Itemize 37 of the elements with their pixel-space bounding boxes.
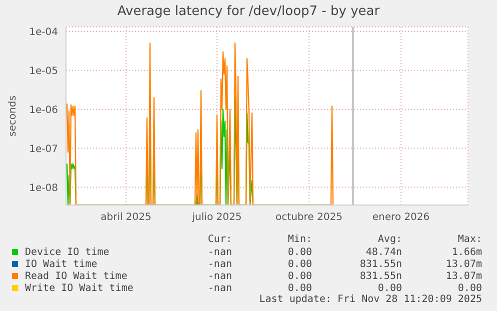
text: 48.74n <box>364 246 402 258</box>
text: -nan <box>206 258 232 270</box>
text: 831.55n <box>358 258 402 270</box>
y-tick-label: 1e-06 <box>29 104 58 116</box>
y-tick-label: 1e-07 <box>29 144 58 155</box>
legend-label: IO Wait time <box>24 258 98 270</box>
chart-title: Average latency for /dev/loop7 - by year <box>116 4 381 19</box>
legend-label: Write IO Wait time <box>24 282 134 294</box>
text: 1.66m <box>450 246 482 258</box>
text: Cur: <box>206 234 232 246</box>
x-tick-label: abril 2025 <box>100 212 152 224</box>
text: 0.00 <box>286 270 312 282</box>
text: 0.00 <box>456 282 482 294</box>
y-tick-label: 1e-08 <box>29 182 58 194</box>
line-series <box>66 42 334 205</box>
text: 13.07m <box>444 270 482 282</box>
text: 831.55n <box>358 270 402 282</box>
text: Min: <box>286 234 312 246</box>
text: Max: <box>456 234 482 246</box>
text: 0.00 <box>286 282 312 294</box>
x-tick-label: julio 2025 <box>191 212 242 224</box>
text: 13.07m <box>444 258 482 270</box>
legend-label: Read IO Wait time <box>24 270 128 282</box>
y-tick-label: 1e-04 <box>29 26 58 38</box>
text: Last update: Fri Nov 28 11:20:09 2025 <box>258 294 482 306</box>
text: -nan <box>206 282 232 294</box>
text: -nan <box>206 246 232 258</box>
y-axis-title: seconds <box>8 96 19 136</box>
text: Avg: <box>376 234 402 246</box>
text: 0.00 <box>286 258 312 270</box>
text: 0.00 <box>286 246 312 258</box>
text: 0.00 <box>376 282 402 294</box>
text: -nan <box>206 270 232 282</box>
x-tick-label: octubre 2025 <box>276 212 342 224</box>
x-tick-label: enero 2026 <box>372 212 430 224</box>
legend-label: Device IO time <box>24 246 110 258</box>
y-tick-label: 1e-05 <box>29 66 58 77</box>
